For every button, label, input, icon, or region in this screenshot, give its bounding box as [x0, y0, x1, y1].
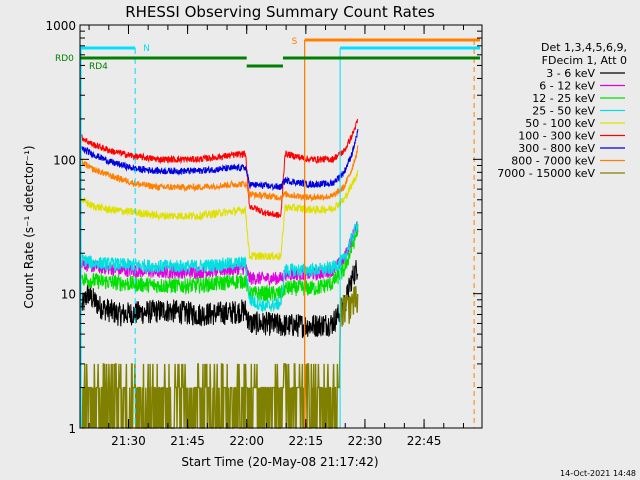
y-axis-label: Count Rate (s⁻¹ detector⁻¹)	[22, 145, 36, 308]
x-axis-label: Start Time (20-May-08 21:17:42)	[181, 455, 378, 469]
y-tick-label: 1	[68, 422, 76, 436]
axes: 1 10 100 1000 21:30 21:45 22:00 22:15 22:30 22:45	[45, 19, 483, 448]
chart-title: RHESSI Observing Summary Count Rates	[125, 3, 435, 21]
x-tick-label: 22:15	[289, 434, 324, 448]
series-300to800keV-line	[81, 128, 359, 191]
saa-flag-label: S	[292, 37, 298, 47]
timestamp: 14-Oct-2021 14:48	[560, 469, 636, 478]
series-100to300keV-line	[81, 118, 359, 219]
legend-entry-label: 12 - 25 keV	[532, 92, 595, 105]
legend-entry-label: 3 - 6 keV	[546, 67, 595, 80]
series-12to25keV-line	[81, 224, 359, 302]
legend-entry-label: 50 - 100 keV	[525, 117, 595, 130]
legend-header-line-2: FDecim 1, Att 0	[542, 54, 627, 67]
legend-entry-label: 800 - 7000 keV	[511, 155, 595, 168]
x-tick-label: 21:45	[170, 434, 205, 448]
x-tick-label: 21:30	[111, 434, 146, 448]
y-tick-label: 100	[53, 153, 76, 167]
legend: Det 1,3,4,5,6,9, FDecim 1, Att 0 3 - 6 k…	[497, 41, 627, 180]
rd0-flag-label: RD0	[55, 54, 74, 64]
y-tick-label: 1000	[45, 19, 76, 33]
x-tick-label: 22:30	[348, 434, 383, 448]
legend-entry-label: 300 - 800 keV	[518, 142, 595, 155]
series-800to7000keV-line	[81, 145, 359, 202]
plot-frame	[79, 24, 483, 429]
rd4-flag-label: RD4	[89, 62, 108, 72]
x-tick-label: 22:45	[407, 434, 442, 448]
legend-entry-label: 7000 - 15000 keV	[497, 167, 595, 180]
legend-entry-label: 100 - 300 keV	[518, 130, 595, 143]
series-25to50keV-line	[81, 221, 359, 313]
y-tick-label: 10	[61, 288, 76, 302]
series-50to100keV-line	[81, 170, 359, 261]
series-3to6keV-line	[81, 259, 359, 339]
night-flag-label: N	[143, 44, 150, 54]
legend-entry-label: 25 - 50 keV	[532, 105, 595, 118]
legend-entry-label: 6 - 12 keV	[539, 80, 595, 93]
x-tick-label: 22:00	[229, 434, 264, 448]
legend-header-line-1: Det 1,3,4,5,6,9,	[541, 41, 627, 54]
